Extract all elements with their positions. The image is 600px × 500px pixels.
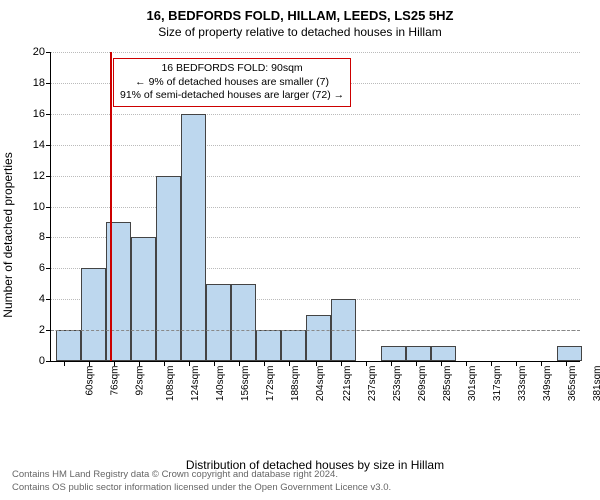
x-tick-label: 188sqm — [290, 366, 301, 402]
x-tick — [416, 361, 417, 366]
x-tick — [89, 361, 90, 366]
x-tick-label: 365sqm — [567, 366, 578, 402]
x-tick-label: 108sqm — [165, 366, 176, 402]
x-tick — [64, 361, 65, 366]
x-tick — [189, 361, 190, 366]
y-tick-label: 6 — [23, 262, 45, 274]
x-tick-label: 172sqm — [265, 366, 276, 402]
x-tick — [391, 361, 392, 366]
gridline — [51, 207, 580, 208]
histogram-bar — [156, 176, 181, 361]
histogram-bar — [131, 237, 156, 361]
y-tick — [46, 83, 51, 84]
x-tick-label: 237sqm — [367, 366, 378, 402]
histogram-bar — [256, 330, 281, 361]
histogram-bar — [56, 330, 81, 361]
y-tick-label: 20 — [23, 46, 45, 58]
x-tick — [316, 361, 317, 366]
gridline — [51, 52, 580, 53]
y-tick-label: 18 — [23, 77, 45, 89]
histogram-bar — [231, 284, 256, 361]
gridline — [51, 145, 580, 146]
gridline — [51, 176, 580, 177]
x-tick-label: 317sqm — [492, 366, 503, 402]
y-tick — [46, 299, 51, 300]
x-tick-label: 140sqm — [215, 366, 226, 402]
y-tick-label: 8 — [23, 231, 45, 243]
footer-line2: Contains OS public sector information li… — [12, 482, 391, 494]
plot-region: 0246810121416182060sqm76sqm92sqm108sqm12… — [50, 52, 580, 362]
y-tick-label: 2 — [23, 324, 45, 336]
y-tick-label: 12 — [23, 170, 45, 182]
x-tick-label: 204sqm — [315, 366, 326, 402]
x-tick-label: 269sqm — [417, 366, 428, 402]
dashed-reference-line — [51, 330, 580, 331]
y-tick-label: 14 — [23, 139, 45, 151]
y-tick — [46, 52, 51, 53]
x-tick — [466, 361, 467, 366]
histogram-bar — [206, 284, 231, 361]
x-tick — [341, 361, 342, 366]
x-tick-label: 124sqm — [190, 366, 201, 402]
y-tick-label: 10 — [23, 201, 45, 213]
y-tick-label: 0 — [23, 355, 45, 367]
x-tick-label: 221sqm — [342, 366, 353, 402]
y-tick — [46, 114, 51, 115]
x-tick-label: 156sqm — [240, 366, 251, 402]
gridline — [51, 114, 580, 115]
y-tick — [46, 207, 51, 208]
y-tick — [46, 176, 51, 177]
x-tick — [164, 361, 165, 366]
x-tick — [114, 361, 115, 366]
histogram-bar — [431, 346, 456, 361]
chart-title: 16, BEDFORDS FOLD, HILLAM, LEEDS, LS25 5… — [0, 0, 600, 23]
annotation-line3: 91% of semi-detached houses are larger (… — [120, 89, 344, 103]
x-tick-label: 60sqm — [84, 366, 95, 396]
x-tick — [289, 361, 290, 366]
x-tick — [239, 361, 240, 366]
x-tick-label: 349sqm — [542, 366, 553, 402]
y-tick — [46, 145, 51, 146]
x-tick — [566, 361, 567, 366]
histogram-bar — [381, 346, 406, 361]
histogram-bar — [306, 315, 331, 361]
y-tick-label: 16 — [23, 108, 45, 120]
annotation-line2: ← 9% of detached houses are smaller (7) — [120, 76, 344, 90]
chart-area: Number of detached properties 0246810121… — [50, 52, 580, 417]
x-tick — [441, 361, 442, 366]
x-tick — [516, 361, 517, 366]
x-tick — [139, 361, 140, 366]
y-axis-label: Number of detached properties — [1, 152, 15, 317]
x-tick-label: 381sqm — [592, 366, 600, 402]
histogram-bar — [406, 346, 431, 361]
x-tick-label: 301sqm — [467, 366, 478, 402]
x-tick — [541, 361, 542, 366]
y-tick-label: 4 — [23, 293, 45, 305]
y-tick — [46, 361, 51, 362]
x-tick — [491, 361, 492, 366]
footer-attribution: Contains HM Land Registry data © Crown c… — [12, 469, 391, 494]
x-tick — [366, 361, 367, 366]
x-tick-label: 92sqm — [134, 366, 145, 396]
annotation-box: 16 BEDFORDS FOLD: 90sqm ← 9% of detached… — [113, 58, 351, 107]
x-tick — [214, 361, 215, 366]
chart-subtitle: Size of property relative to detached ho… — [0, 23, 600, 39]
x-tick-label: 333sqm — [517, 366, 528, 402]
y-tick — [46, 237, 51, 238]
histogram-bar — [557, 346, 582, 361]
histogram-bar — [81, 268, 106, 361]
x-tick-label: 285sqm — [442, 366, 453, 402]
footer-line1: Contains HM Land Registry data © Crown c… — [12, 469, 391, 481]
annotation-line1: 16 BEDFORDS FOLD: 90sqm — [120, 62, 344, 76]
x-tick — [264, 361, 265, 366]
x-tick-label: 253sqm — [392, 366, 403, 402]
histogram-bar — [281, 330, 306, 361]
x-tick-label: 76sqm — [109, 366, 120, 396]
y-tick — [46, 268, 51, 269]
histogram-bar — [181, 114, 206, 361]
